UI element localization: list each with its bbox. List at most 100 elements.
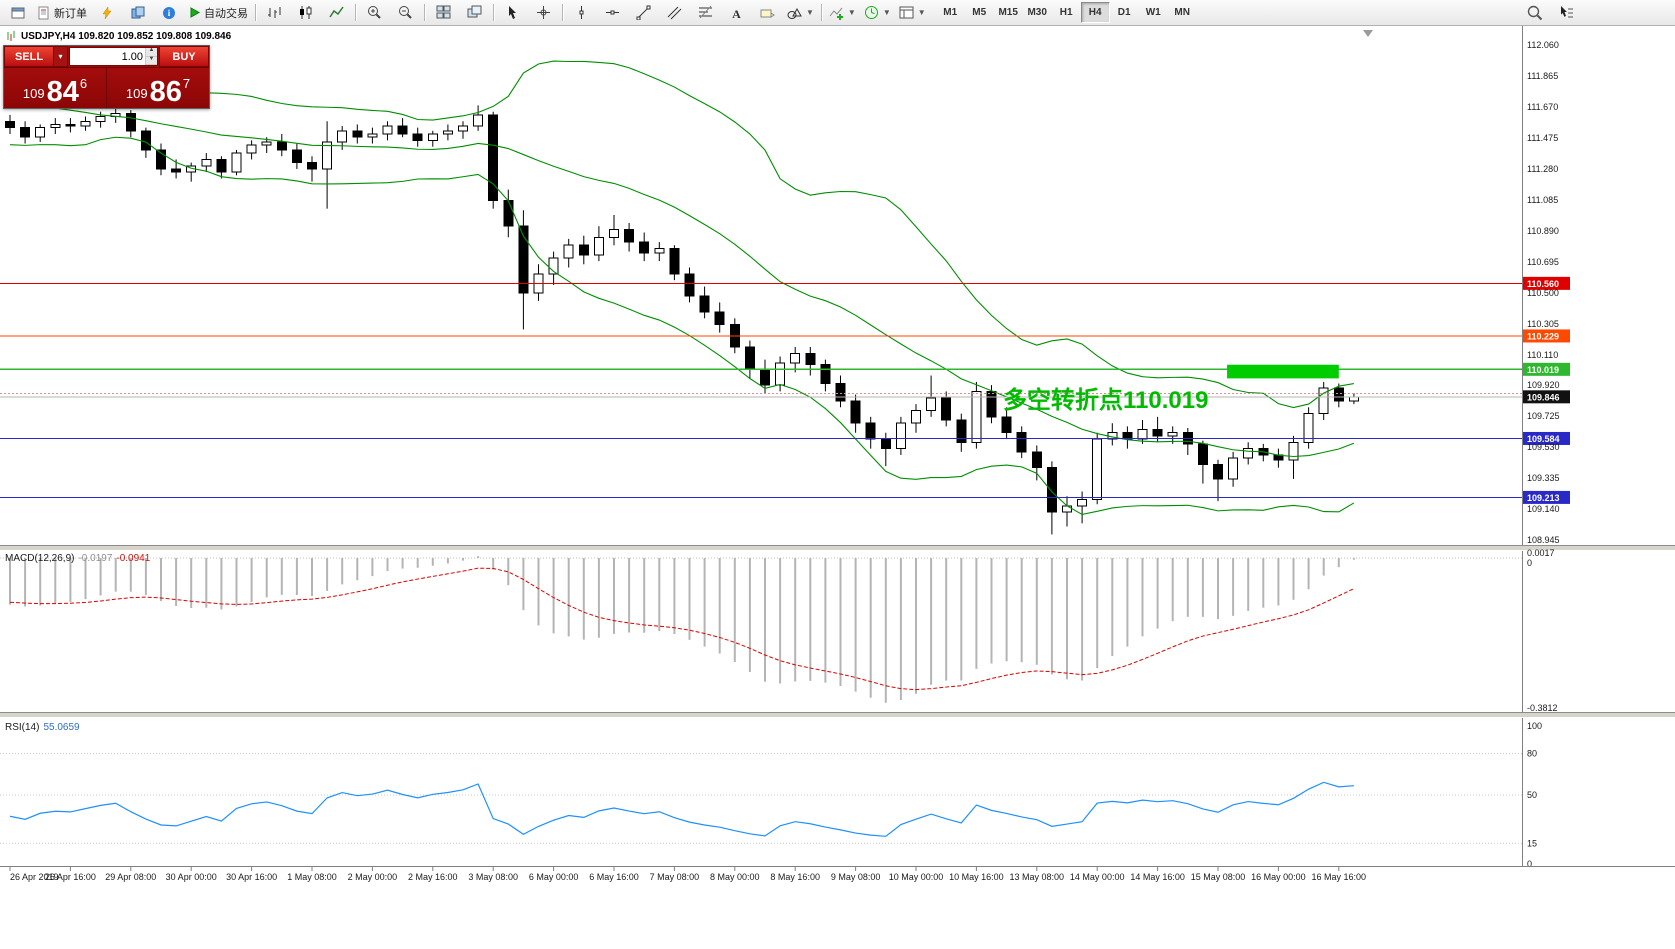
cascade-windows-button[interactable] — [459, 1, 490, 24]
periods-button[interactable]: ▼ — [860, 1, 895, 24]
text-tool-button[interactable]: A — [721, 1, 752, 24]
line-chart-mode-button[interactable] — [321, 1, 352, 24]
candle-body — [805, 352, 816, 365]
sell-price-pip: 6 — [79, 76, 88, 91]
candlesticks — [5, 105, 1359, 535]
fibonacci-icon — [699, 5, 712, 19]
bar-chart-icon — [268, 7, 281, 18]
timeframe-m30-button[interactable]: M30 — [1027, 7, 1047, 18]
candle-body — [1228, 457, 1239, 480]
timeframe-h4-button[interactable]: H4 — [1080, 2, 1110, 23]
candle — [895, 416, 906, 455]
timeframe-d1-button[interactable]: D1 — [1117, 7, 1131, 18]
autotrading-button[interactable]: 自动交易 — [184, 1, 252, 24]
candle-body — [760, 368, 770, 386]
price-scale-label: 109.725 — [1527, 411, 1560, 421]
timeframe-m1-button[interactable]: M1 — [943, 7, 958, 18]
buy-price-quote[interactable]: 109 86 7 — [106, 68, 209, 108]
candle-body — [276, 141, 287, 151]
highlight-rectangle[interactable] — [1227, 364, 1339, 379]
timeframe-w1-button[interactable]: W1 — [1145, 7, 1161, 18]
tile-windows-button[interactable] — [428, 1, 459, 24]
templates-button[interactable]: ▼ — [895, 1, 930, 24]
time-axis-label: 8 May 00:00 — [710, 872, 760, 882]
cursor-tool-button[interactable] — [497, 1, 528, 24]
panel-separator[interactable] — [0, 545, 1675, 551]
label-tool-button[interactable] — [752, 1, 783, 24]
buy-button[interactable]: BUY — [159, 46, 209, 67]
price-scale-label: 110.695 — [1527, 257, 1559, 267]
annotation-text[interactable]: 多空转折点110.019 — [1003, 386, 1208, 414]
candle-body — [1303, 413, 1314, 443]
bollinger-bands — [9, 48, 1355, 515]
new-order-button[interactable]: 新订单 — [33, 1, 91, 24]
horizontal-line-tool-button[interactable] — [597, 1, 628, 24]
cascade-windows-icon — [467, 5, 482, 18]
channel-tool-button[interactable] — [659, 1, 690, 24]
time-axis-label: 15 May 08:00 — [1191, 872, 1246, 882]
candle-body — [1001, 416, 1012, 434]
chart-shift-marker[interactable] — [1363, 30, 1373, 37]
svg-text:i: i — [167, 8, 170, 18]
zoom-out-button[interactable] — [390, 1, 421, 24]
zoom-out-icon — [399, 6, 412, 19]
buy-price-big: 86 — [149, 76, 182, 108]
candle — [518, 210, 529, 330]
market-watch-button[interactable] — [122, 1, 153, 24]
candle — [246, 140, 257, 160]
candle — [1213, 459, 1223, 502]
trendline-tool-button[interactable] — [628, 1, 659, 24]
sell-price-quote[interactable]: 109 84 6 — [4, 68, 106, 108]
candlestick-mode-button[interactable] — [290, 1, 321, 24]
candle — [322, 121, 333, 209]
order-options-dropdown[interactable]: ▾ — [54, 46, 68, 67]
candle-body — [1062, 505, 1072, 513]
pointer-menu-button[interactable] — [1550, 1, 1581, 24]
timeframe-m15-button[interactable]: M15 — [998, 7, 1018, 18]
vertical-line-tool-button[interactable] — [566, 1, 597, 24]
price-tag-109.584 — [1523, 431, 1570, 445]
timeframe-m5-button[interactable]: M5 — [972, 7, 987, 18]
volume-input[interactable] — [70, 48, 145, 65]
candle-body — [458, 125, 468, 132]
crosshair-tool-button[interactable] — [528, 1, 559, 24]
sell-button[interactable]: SELL — [4, 46, 54, 67]
channel-icon — [667, 6, 682, 20]
indicators-button[interactable]: ▼ — [825, 1, 860, 24]
candle-body — [125, 112, 136, 132]
candle-body — [1348, 396, 1359, 402]
magnifier-button[interactable] — [1519, 1, 1550, 24]
candle — [639, 232, 650, 262]
volume-down-button[interactable]: ▼ — [146, 56, 157, 65]
metaquotes-button[interactable] — [91, 1, 122, 24]
new-order-label: 新订单 — [54, 7, 87, 20]
volume-up-button[interactable]: ▲ — [146, 47, 157, 57]
chevron-down-icon: ▼ — [917, 8, 926, 17]
time-axis-label: 14 May 16:00 — [1130, 872, 1185, 882]
toolbar-separator — [820, 4, 822, 21]
price-scale-label: 111.670 — [1527, 102, 1558, 112]
zoom-in-button[interactable] — [359, 1, 390, 24]
time-axis-label: 10 May 00:00 — [889, 872, 944, 882]
candle — [216, 156, 227, 179]
timeframe-mn-button[interactable]: MN — [1174, 7, 1190, 18]
candle — [744, 340, 755, 379]
price-tag-110.560 — [1523, 276, 1570, 290]
candle-body — [246, 144, 257, 154]
fibonacci-tool-button[interactable] — [690, 1, 721, 24]
panel-separator[interactable] — [0, 712, 1675, 718]
chart-title: USDJPY,H4 109.820 109.852 109.808 109.84… — [5, 30, 231, 42]
bid-price-tag — [1523, 390, 1570, 404]
shapes-tool-button[interactable]: ▼ — [783, 1, 818, 24]
bar-chart-mode-button[interactable] — [259, 1, 290, 24]
macd-scale-label: 0.0017 — [1527, 548, 1555, 558]
community-button[interactable]: i — [153, 1, 184, 24]
timeframe-h1-button[interactable]: H1 — [1059, 7, 1073, 18]
candle-body — [503, 200, 514, 227]
candle — [276, 133, 287, 157]
chart-window-button[interactable] — [2, 1, 33, 24]
candle — [291, 143, 302, 169]
time-axis-label: 9 May 08:00 — [831, 872, 881, 882]
candle-body — [95, 116, 106, 122]
